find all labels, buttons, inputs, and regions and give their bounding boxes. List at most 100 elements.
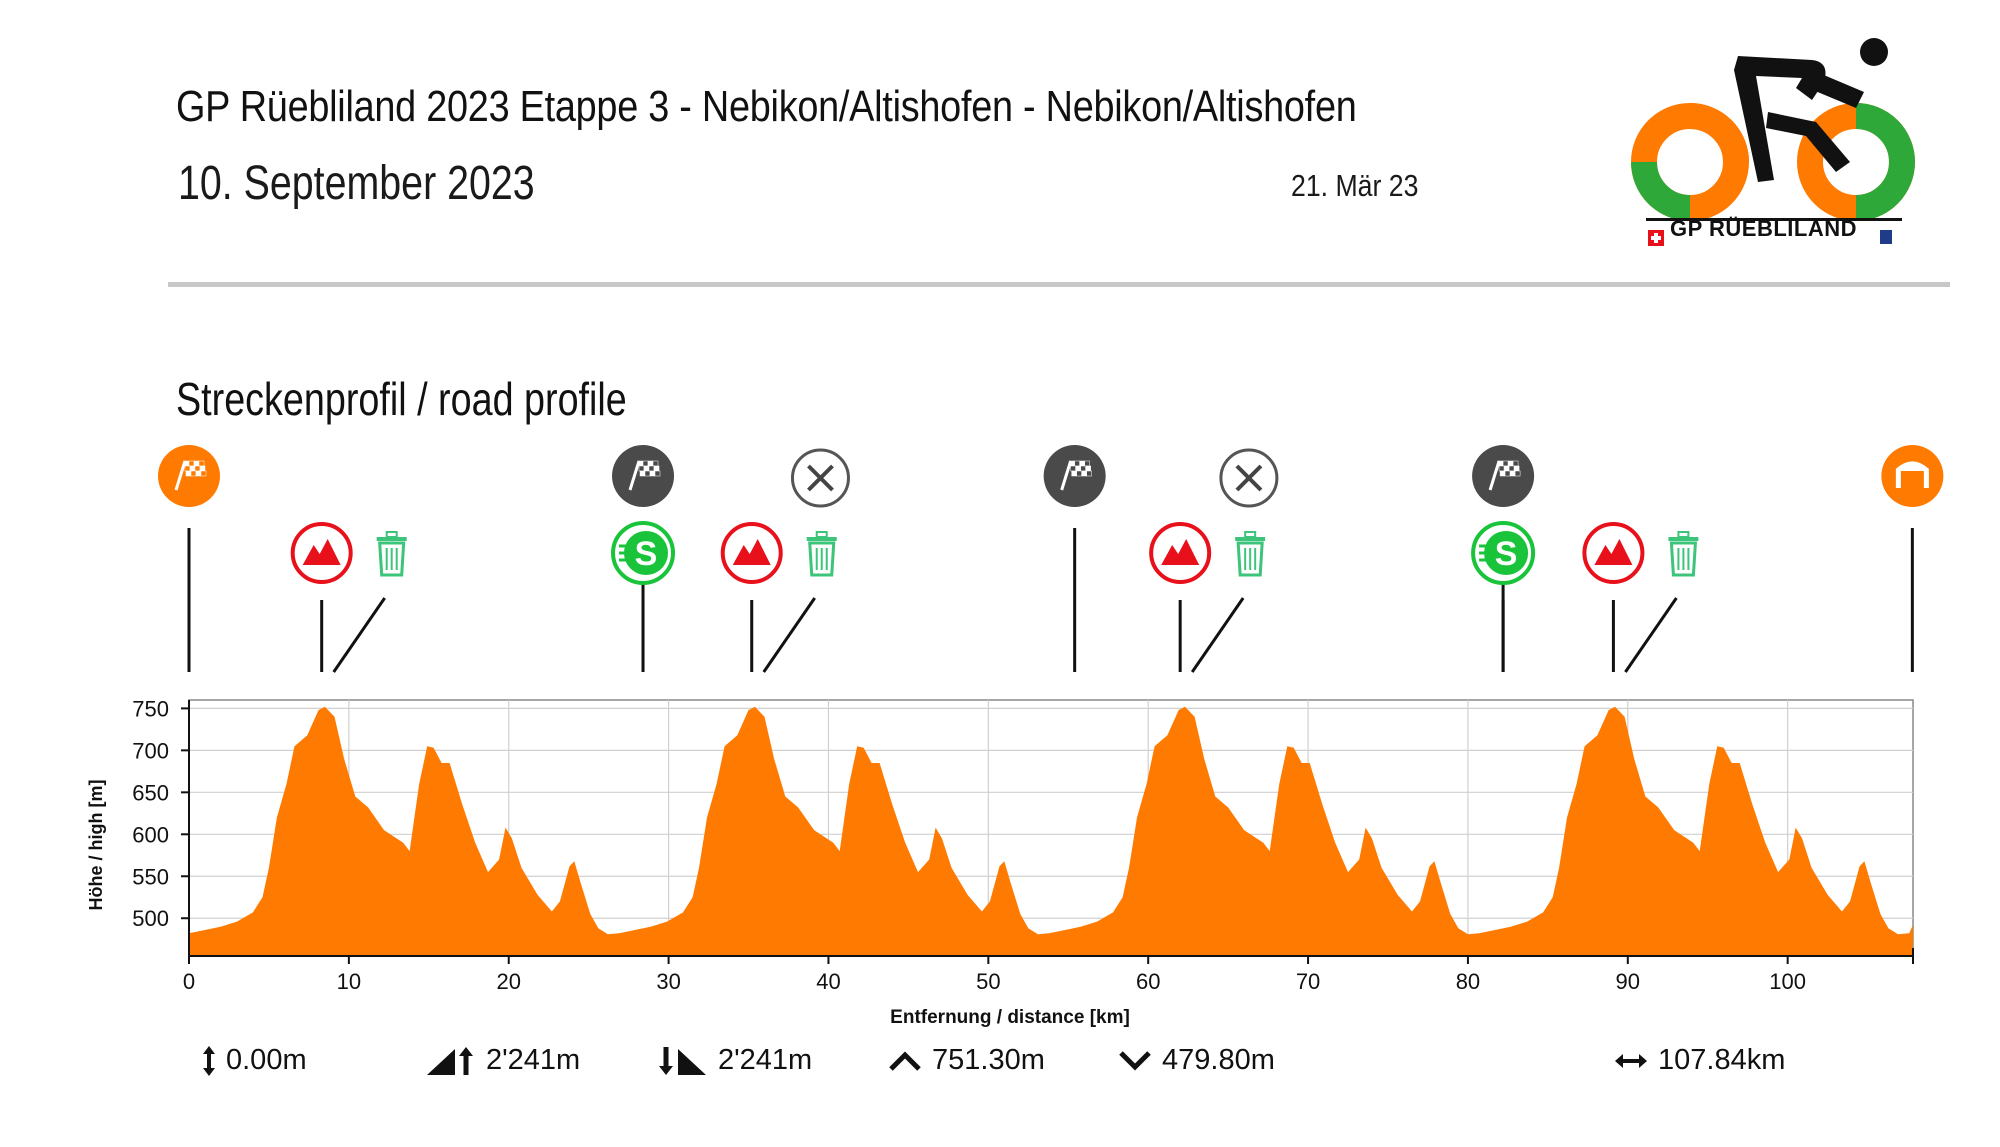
flag-pole (1488, 460, 1501, 491)
sprint-letter: S (1495, 535, 1518, 573)
x-tick-label: 90 (1616, 969, 1640, 994)
flag-square (188, 460, 195, 467)
x-tick-label: 40 (816, 969, 840, 994)
logo-text: GP RÜEBLILAND (1670, 216, 1857, 241)
bin-lid (1668, 537, 1699, 541)
stat-start-elevation-value: 0.00m (226, 1044, 307, 1076)
flag-square (1503, 465, 1510, 472)
flag-square (1085, 465, 1091, 472)
flag-square (195, 470, 202, 477)
flag-square (638, 465, 645, 472)
flag-square (200, 470, 207, 477)
feed-zone-icon (1219, 448, 1279, 508)
flag-square (1507, 460, 1514, 467)
bin-lid (376, 537, 407, 541)
stat-max-elevation-value: 751.30m (932, 1044, 1045, 1076)
y-tick-label: 600 (132, 822, 169, 847)
header-divider (168, 282, 1950, 287)
feed-zone-icon (790, 448, 850, 508)
bin-lid (1235, 537, 1266, 541)
arch-shape (1895, 461, 1929, 488)
bin-diagonal-line (332, 597, 386, 673)
x-tick-label: 20 (496, 969, 520, 994)
elevation-area (189, 706, 1913, 956)
flag-square (1509, 470, 1516, 477)
descent-icon (659, 1046, 706, 1075)
waste-zone-icon (1190, 531, 1266, 673)
flag-square (1512, 460, 1519, 467)
max-elevation-icon (889, 1050, 921, 1071)
flag-square (647, 460, 654, 467)
knife-line (807, 464, 834, 492)
flag-square (1508, 465, 1515, 472)
update-date: 21. Mär 23 (1291, 168, 1419, 203)
sprint-inner (624, 531, 669, 575)
flag-square (1081, 470, 1087, 477)
mountain-climb-icon (1582, 522, 1645, 672)
flag-square (183, 460, 190, 467)
arch-banner (1901, 466, 1924, 471)
flag-square (1086, 470, 1092, 477)
flag-square (653, 465, 660, 472)
stat-distance: 107.84km (1614, 1044, 1785, 1077)
stat-min-elevation-value: 479.80m (1162, 1044, 1275, 1076)
cyclist-logo-icon (1631, 38, 1916, 246)
flag-square (654, 470, 661, 477)
flag-square (185, 470, 192, 477)
flag-square (198, 460, 205, 467)
bin-diagonal-line (1624, 597, 1678, 673)
x-tick-label: 50 (976, 969, 1000, 994)
x-tick-label: 0 (183, 969, 195, 994)
waste-zone-icon (332, 531, 407, 673)
x-tick-label: 60 (1136, 969, 1160, 994)
bin-handle (815, 531, 828, 538)
logo: GP RÜEBLILAND (1626, 30, 1916, 252)
updown-arrow-icon (203, 1045, 215, 1076)
section-title: Streckenprofil / road profile (176, 373, 627, 425)
bin-body (808, 541, 836, 577)
flag-pole (174, 460, 187, 491)
bin-body (1669, 541, 1698, 577)
flag-square (1080, 465, 1086, 472)
flag-square (643, 465, 650, 472)
y-tick-label: 550 (132, 864, 169, 889)
flag-square (1498, 465, 1505, 472)
flag-square (184, 465, 191, 472)
flag-square (644, 470, 651, 477)
y-tick-label: 750 (132, 696, 169, 721)
flag-pole (1060, 460, 1073, 491)
ascent-icon (427, 1046, 473, 1075)
mountain-shape (1594, 539, 1633, 565)
distance-arrow-icon (1615, 1053, 1647, 1068)
flag-square (1074, 460, 1080, 467)
flag-square (639, 470, 646, 477)
flag-square (1079, 460, 1085, 467)
bin-handle (1677, 531, 1690, 538)
flag-square (194, 465, 201, 472)
stat-total-ascent: 2'241m (426, 1044, 580, 1077)
x-tick-label: 100 (1769, 969, 1806, 994)
stat-start-elevation: 0.00m (202, 1044, 307, 1077)
x-tick-label: 30 (656, 969, 680, 994)
sprint-inner (1484, 531, 1529, 575)
x-axis-label: Entfernung / distance [km] (890, 1007, 1130, 1028)
flag-square (637, 460, 644, 467)
bin-lid (806, 537, 837, 541)
mountain-shape (1161, 539, 1200, 565)
sprint-icon: S (611, 521, 676, 672)
mountain-climb-icon (720, 522, 783, 672)
sprint-icon: S (1471, 521, 1536, 672)
knife-line (1235, 464, 1263, 492)
finish-lap-flag-icon (1472, 445, 1535, 672)
flag-square (199, 465, 206, 472)
flag-square (1514, 470, 1521, 477)
flag-square (1513, 465, 1520, 472)
stats-bar: 0.00m 2'241m 2'241m 751.30m 479.80m 107.… (0, 1044, 2000, 1084)
flag-pole (628, 460, 641, 491)
flag-square (193, 460, 200, 467)
flag-square (189, 465, 196, 472)
waste-zone-icon (1624, 531, 1699, 673)
marker-disc (1881, 445, 1944, 507)
